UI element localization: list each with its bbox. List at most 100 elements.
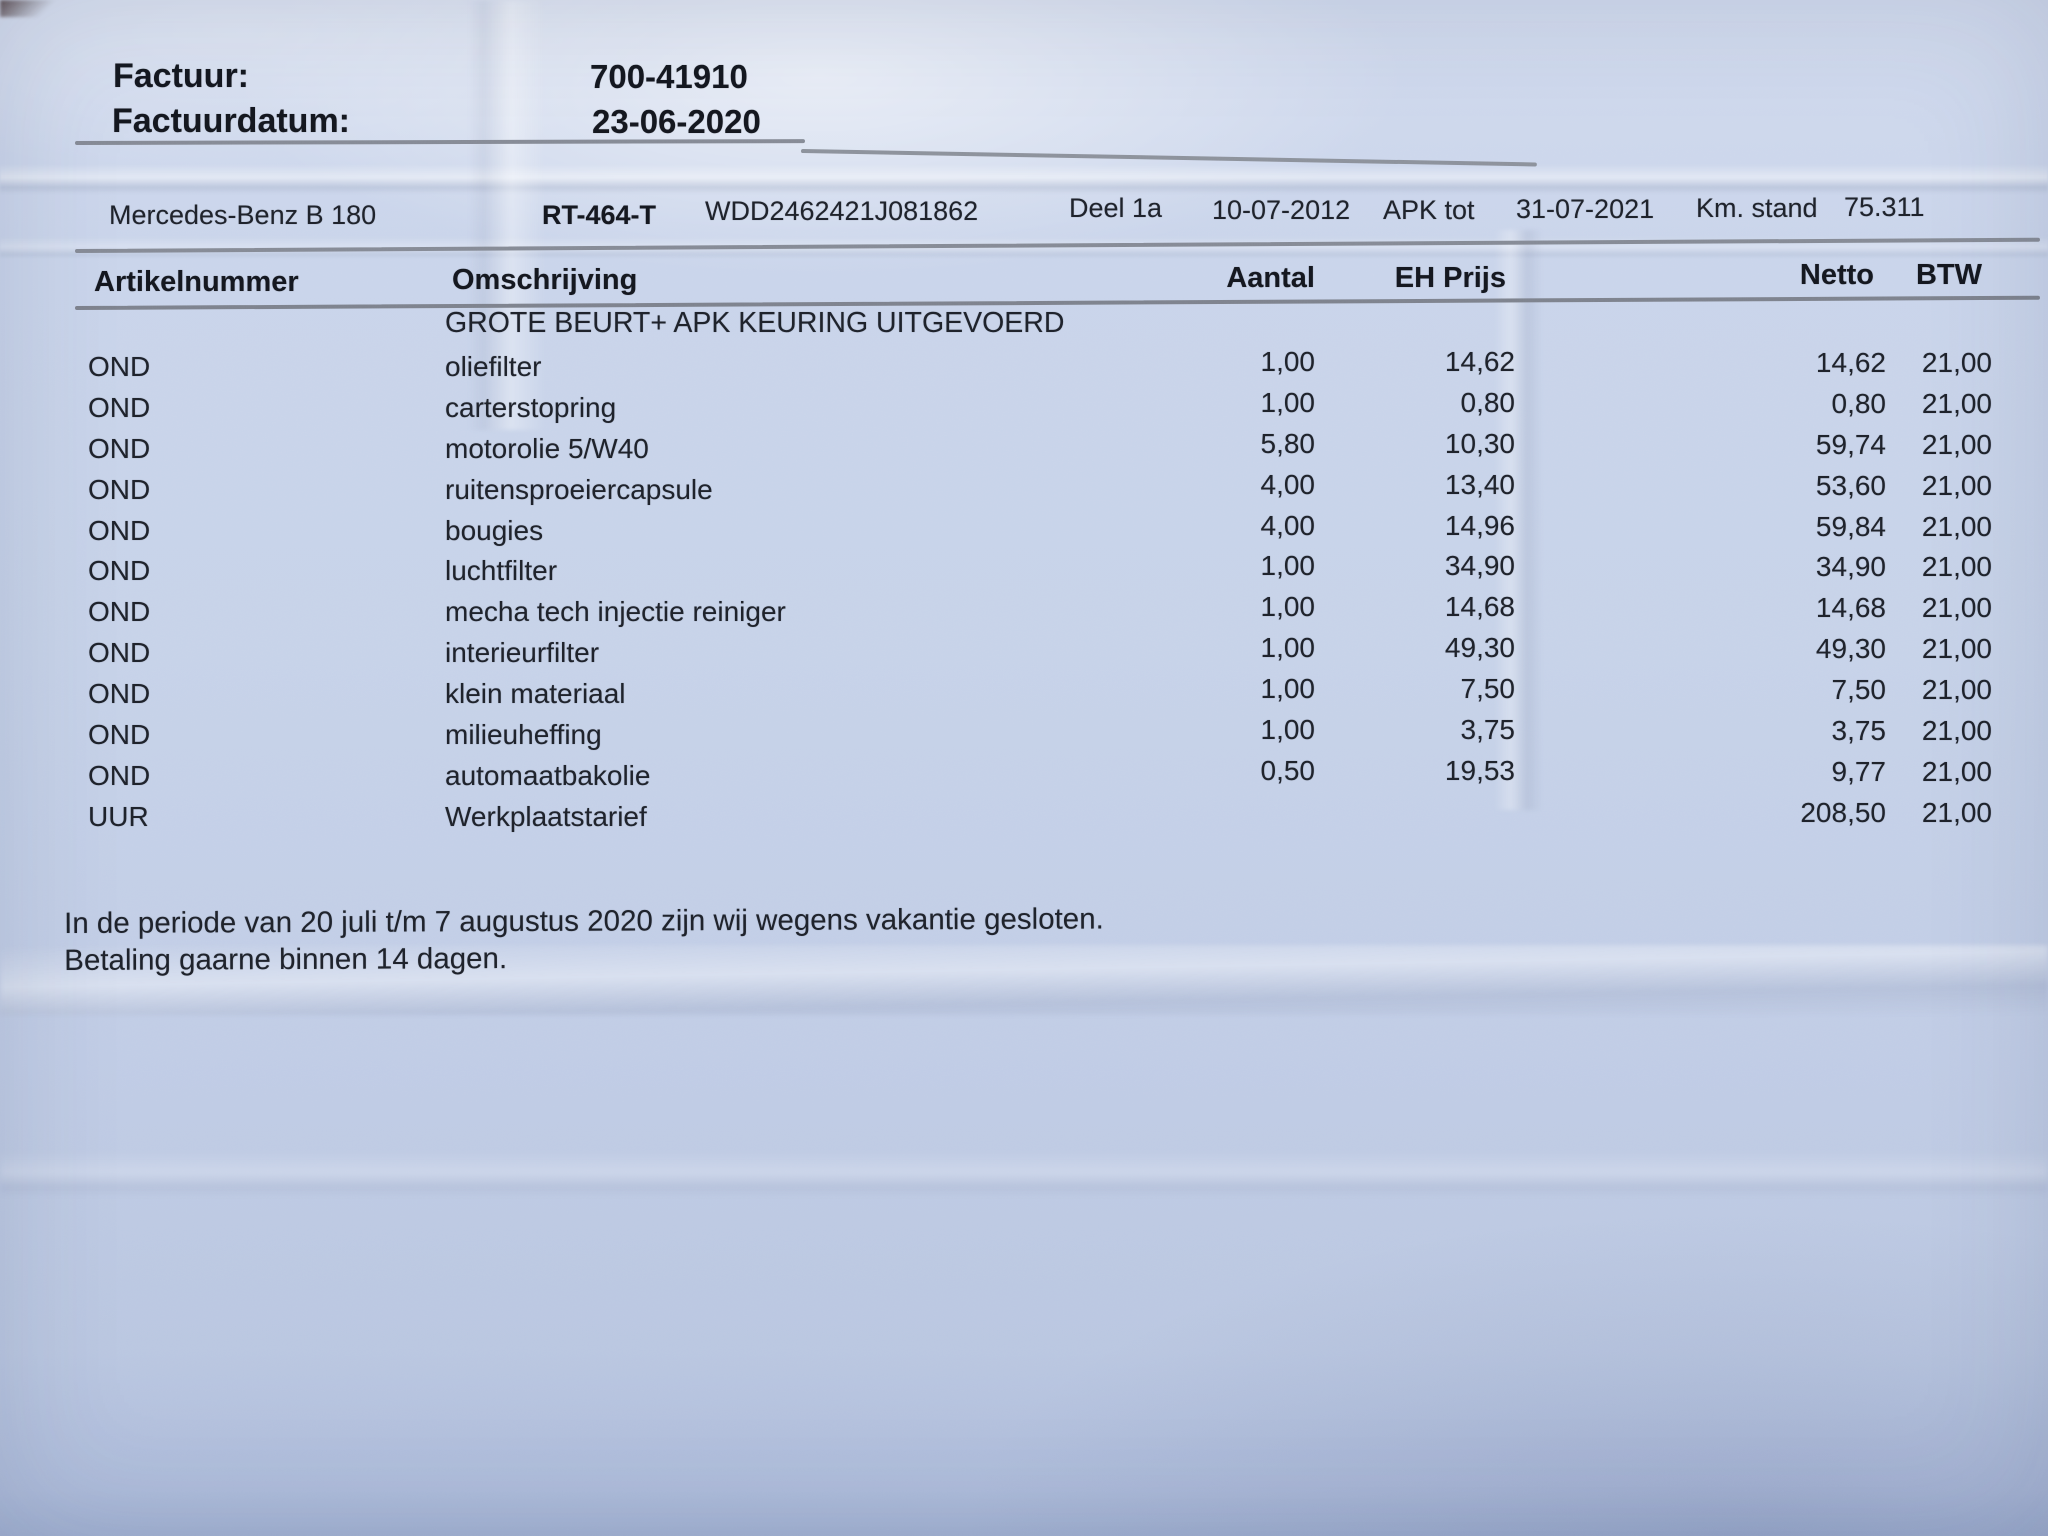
row-net-amount: 14,68 — [1815, 592, 1886, 624]
row-net-amount: 208,50 — [1800, 796, 1886, 828]
row-quantity: 1,00 — [1260, 386, 1316, 418]
km-label: Km. stand — [1696, 193, 1818, 223]
vin-number: WDD2462421J081862 — [705, 196, 979, 226]
table-row: OND mecha tech injectie reiniger 1,00 14… — [88, 591, 1992, 637]
row-article-code: OND — [88, 596, 151, 628]
row-description: milieuheffing — [445, 719, 602, 751]
row-net-amount: 59,84 — [1815, 510, 1886, 542]
row-vat-percent: 21,00 — [1921, 755, 1992, 787]
row-unit-price: 14,68 — [1444, 591, 1515, 623]
col-header-unit-price: EH Prijs — [1394, 262, 1506, 294]
table-header-row: Artikelnummer Omschrijving Aantal EH Pri… — [88, 259, 1992, 299]
table-row: UUR Werkplaatstarief 208,50 21,00 — [88, 797, 1992, 842]
table-row: OND oliefilter 1,00 14,62 14,62 21,00 — [88, 346, 1992, 392]
service-title: GROTE BEURT+ APK KEURING UITGEVOERD — [445, 307, 1065, 339]
row-vat-percent: 21,00 — [1921, 469, 1992, 501]
table-row: OND milieuheffing 1,00 3,75 3,75 21,00 — [88, 714, 1992, 760]
invoice-label: Factuur: — [113, 57, 249, 95]
row-description: motorolie 5/W40 — [445, 432, 649, 464]
row-description: interieurfilter — [445, 637, 600, 669]
invoice-number: 700-41910 — [590, 58, 748, 95]
row-net-amount: 0,80 — [1831, 387, 1887, 419]
payment-terms: Betaling gaarne binnen 14 dagen. — [64, 942, 508, 977]
row-article-code: OND — [88, 391, 151, 423]
apk-until-date: 31-07-2021 — [1516, 194, 1655, 224]
license-plate: RT-464-T — [542, 200, 657, 230]
table-row: OND luchtfilter 1,00 34,90 34,90 21,00 — [88, 550, 1992, 596]
row-vat-percent: 21,00 — [1921, 674, 1992, 706]
row-vat-percent: 21,00 — [1921, 347, 1992, 378]
row-unit-price: 34,90 — [1444, 550, 1515, 582]
row-quantity: 1,00 — [1260, 673, 1316, 705]
col-header-quantity: Aantal — [1226, 262, 1315, 294]
table-row: OND carterstopring 1,00 0,80 0,80 21,00 — [88, 387, 1992, 433]
row-net-amount: 49,30 — [1815, 633, 1886, 665]
row-description: klein materiaal — [445, 678, 626, 710]
row-unit-price: 10,30 — [1444, 427, 1515, 459]
table-row: OND interieurfilter 1,00 49,30 49,30 21,… — [88, 632, 1992, 678]
row-net-amount: 3,75 — [1831, 715, 1887, 747]
table-row: OND motorolie 5/W40 5,80 10,30 59,74 21,… — [88, 428, 1992, 474]
row-article-code: OND — [88, 637, 151, 669]
row-net-amount: 9,77 — [1831, 755, 1887, 787]
row-quantity: 5,80 — [1260, 427, 1316, 459]
deel-label: Deel 1a — [1069, 193, 1163, 223]
table-row: OND ruitensproeiercapsule 4,00 13,40 53,… — [88, 469, 1992, 515]
row-vat-percent: 21,00 — [1921, 715, 1992, 747]
row-net-amount: 7,50 — [1831, 674, 1887, 706]
table-row: OND klein materiaal 1,00 7,50 7,50 21,00 — [88, 673, 1992, 719]
row-net-amount: 34,90 — [1815, 551, 1886, 583]
row-unit-price: 3,75 — [1460, 714, 1516, 746]
row-quantity: 1,00 — [1260, 550, 1316, 582]
row-article-code: UUR — [88, 800, 149, 832]
row-article-code: OND — [88, 555, 151, 587]
row-quantity: 0,50 — [1260, 754, 1316, 786]
row-article-code: OND — [88, 473, 151, 505]
row-quantity: 4,00 — [1260, 509, 1316, 541]
row-unit-price: 7,50 — [1460, 673, 1516, 705]
row-net-amount: 59,74 — [1815, 428, 1886, 460]
row-quantity: 1,00 — [1260, 591, 1316, 623]
invoice-date-label: Factuurdatum: — [112, 102, 350, 140]
col-header-vat: BTW — [1915, 259, 1982, 291]
row-net-amount: 14,62 — [1815, 347, 1886, 378]
row-vat-percent: 21,00 — [1921, 510, 1992, 542]
first-registration-date: 10-07-2012 — [1212, 195, 1351, 225]
footer-note: In de periode van 20 juli t/m 7 augustus… — [64, 900, 1104, 979]
row-quantity: 4,00 — [1260, 468, 1316, 500]
row-vat-percent: 21,00 — [1921, 796, 1992, 828]
row-quantity: 1,00 — [1260, 714, 1316, 746]
col-header-article: Artikelnummer — [94, 266, 299, 298]
row-article-code: OND — [88, 514, 151, 546]
row-vat-percent: 21,00 — [1921, 387, 1992, 419]
apk-label: APK tot — [1383, 195, 1475, 225]
row-description: oliefilter — [445, 351, 542, 382]
invoice-line-items: OND oliefilter 1,00 14,62 14,62 21,00 ON… — [88, 346, 1992, 842]
row-unit-price: 0,80 — [1460, 386, 1516, 418]
row-unit-price: 14,96 — [1444, 509, 1515, 541]
row-article-code: OND — [88, 678, 151, 710]
col-header-description: Omschrijving — [452, 264, 638, 296]
row-description: mecha tech injectie reiniger — [445, 596, 786, 628]
row-vat-percent: 21,00 — [1921, 428, 1992, 460]
row-quantity: 1,00 — [1260, 632, 1316, 664]
col-header-net: Netto — [1799, 259, 1874, 291]
row-quantity: 1,00 — [1260, 346, 1316, 377]
row-description: Werkplaatstarief — [445, 800, 647, 832]
vehicle-model: Mercedes-Benz B 180 — [109, 200, 377, 230]
row-unit-price: 19,53 — [1444, 754, 1515, 786]
row-description: automaatbakolie — [445, 759, 651, 791]
km-value: 75.311 — [1844, 192, 1925, 222]
invoice-date: 23-06-2020 — [592, 103, 761, 140]
row-description: luchtfilter — [445, 555, 558, 587]
vacation-notice: In de periode van 20 juli t/m 7 augustus… — [64, 902, 1104, 940]
row-unit-price: 49,30 — [1444, 632, 1515, 664]
row-unit-price: 13,40 — [1444, 468, 1515, 500]
row-net-amount: 53,60 — [1815, 469, 1886, 501]
table-row: OND automaatbakolie 0,50 19,53 9,77 21,0… — [88, 755, 1992, 801]
row-article-code: OND — [88, 759, 151, 791]
row-vat-percent: 21,00 — [1921, 592, 1992, 624]
row-article-code: OND — [88, 351, 151, 382]
row-vat-percent: 21,00 — [1921, 633, 1992, 665]
